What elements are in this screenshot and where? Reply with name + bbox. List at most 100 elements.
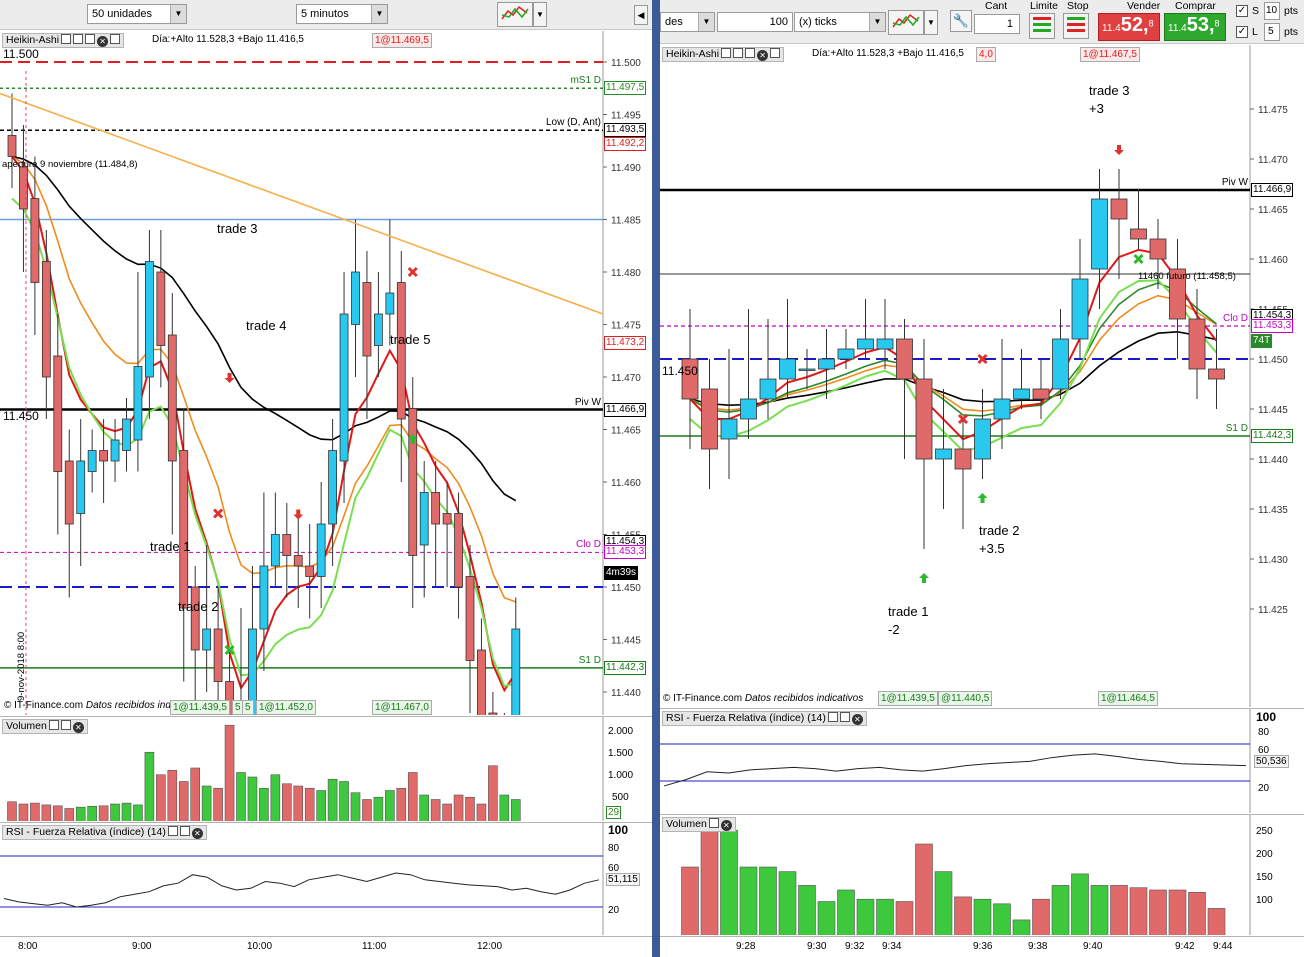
left-candlestick-chart[interactable]: 11.500 11.495 11.490 11.485 11.480 11.475 11.4…: [0, 31, 652, 715]
exit-x-icon: [224, 644, 235, 656]
collapse-left-button[interactable]: ◀: [634, 5, 648, 25]
trade-1-text: trade 1: [888, 604, 929, 619]
quantity-select[interactable]: 50 unidades ▼: [87, 4, 187, 24]
exit-x-icon: [213, 508, 224, 519]
close-icon[interactable]: ✕: [720, 820, 732, 831]
order-badge-2[interactable]: @11.440,5: [938, 691, 993, 706]
left-price-panel[interactable]: 11.500 11.495 11.490 11.485 11.480 11.475 11.4…: [0, 31, 652, 715]
right-candlestick-chart[interactable]: 11.47511.47011.46511.46011.45511.45011.4…: [660, 45, 1304, 707]
trade-3-label: trade 3 +3: [1089, 82, 1129, 118]
indicators-button[interactable]: [888, 10, 924, 35]
s-input[interactable]: 10: [1264, 2, 1280, 20]
window-icon[interactable]: [708, 818, 719, 828]
stop-label: Stop: [1067, 0, 1089, 12]
panel-separator[interactable]: [652, 0, 660, 957]
volume-bar: [327, 778, 338, 821]
volume-bar: [156, 774, 166, 821]
trade-icon[interactable]: [745, 48, 756, 58]
order-badge-top[interactable]: 1@11.469,5: [372, 33, 432, 48]
order-badge-3[interactable]: 1@11.464,5: [1098, 691, 1158, 706]
l-checkbox[interactable]: ✓: [1236, 26, 1248, 38]
limit-order-button[interactable]: [1029, 13, 1055, 39]
window-icon[interactable]: [839, 712, 850, 722]
volume-bar: [201, 785, 212, 821]
sell-button[interactable]: 11.452,8: [1098, 13, 1160, 41]
chevron-down-icon[interactable]: ▼: [371, 5, 387, 23]
settings-button[interactable]: 🔧: [950, 10, 972, 32]
right-rsi-chart[interactable]: [660, 709, 1304, 813]
left-volume-panel[interactable]: Volumen ✕ 2.000 1.500 1.000 500 29: [0, 716, 652, 821]
order-badge-5[interactable]: 1@11.467,0: [372, 700, 432, 715]
close-icon[interactable]: ✕: [757, 50, 769, 61]
day-info: Día:+Alto 11.528,3 +Bajo 11.416,5: [152, 34, 304, 45]
cant-input[interactable]: 1: [974, 14, 1020, 34]
qty-select[interactable]: des ▼: [660, 12, 715, 32]
close-icon[interactable]: ✕: [72, 722, 84, 733]
indicators-dropdown[interactable]: ▼: [533, 2, 547, 27]
timeframe-select[interactable]: 5 minutos ▼: [296, 4, 388, 24]
wrench-icon[interactable]: [167, 826, 178, 836]
sell-price-prefix: 11.4: [1102, 23, 1121, 34]
right-volume-chart[interactable]: [660, 815, 1304, 935]
volume-bar: [934, 871, 953, 935]
order-badge-1[interactable]: 1@11.439,5: [878, 691, 938, 706]
left-volume-chart[interactable]: [0, 717, 652, 821]
trade-icon[interactable]: [85, 34, 96, 44]
left-rsi-panel[interactable]: RSI - Fuerza Relativa (índice) (14) ✕ 100…: [0, 822, 652, 935]
indicators-dropdown[interactable]: ▼: [924, 10, 938, 35]
plus-icon[interactable]: [770, 48, 781, 58]
order-badge-top[interactable]: 1@11.467,5: [1080, 47, 1140, 62]
volume-tick-1000: 1.000: [608, 770, 634, 781]
date-vertical-label: 9-nov-2018 8:00: [16, 631, 27, 701]
ticks-unit-select[interactable]: (x) ticks ▼: [794, 12, 886, 32]
close-icon[interactable]: ✕: [851, 714, 863, 725]
chevron-down-icon[interactable]: ▼: [869, 13, 885, 31]
price-marker-box: 11.442,3: [1251, 429, 1294, 443]
wrench-icon[interactable]: [61, 34, 72, 44]
stop-order-button[interactable]: [1063, 13, 1089, 39]
candle-body: [156, 271, 166, 346]
indicators-button[interactable]: [497, 2, 533, 27]
window-icon[interactable]: [733, 48, 744, 58]
buy-price-prefix: 11.4: [1168, 23, 1187, 34]
volume-bar: [52, 805, 63, 821]
right-price-panel[interactable]: 11.47511.47011.46511.46011.45511.45011.4…: [660, 45, 1304, 707]
window-icon[interactable]: [179, 826, 190, 836]
wrench-icon[interactable]: [721, 48, 732, 58]
sell-arrow-icon: [1114, 145, 1124, 155]
volume-bar: [1168, 889, 1187, 935]
window-icon[interactable]: [73, 34, 84, 44]
chevron-down-icon[interactable]: ▼: [698, 13, 714, 31]
candle-body: [213, 628, 223, 682]
price-marker-box: 11.466,9: [604, 402, 647, 417]
chevron-down-icon[interactable]: ▼: [170, 5, 186, 23]
wrench-icon[interactable]: [827, 712, 838, 722]
buy-button[interactable]: 11.453,8: [1164, 13, 1226, 41]
right-volume-panel[interactable]: Volumen ✕ 250 200 150 100: [660, 814, 1304, 935]
volume-bar: [1188, 892, 1206, 935]
left-rsi-chart[interactable]: [0, 823, 652, 935]
window-icon[interactable]: [60, 720, 71, 730]
trade-2-text: trade 2: [979, 523, 1020, 538]
price-tick-label: 11.475: [611, 321, 641, 332]
ticks-value-input[interactable]: 100: [717, 12, 793, 32]
candle-body: [87, 450, 97, 472]
s-checkbox[interactable]: ✓: [1236, 5, 1248, 17]
volume-bar: [41, 804, 52, 821]
price-marker-box: 11.493,5: [604, 123, 647, 138]
price-tick-label: 11.430: [1258, 555, 1288, 566]
order-badge-3[interactable]: 5: [242, 700, 254, 715]
candle-body: [954, 448, 972, 470]
ticks-value: 100: [769, 16, 788, 28]
order-badge-4[interactable]: 1@11.452,0: [256, 700, 316, 715]
candle-body: [419, 492, 429, 546]
wrench-icon[interactable]: [48, 720, 59, 730]
right-rsi-panel[interactable]: RSI - Fuerza Relativa (índice) (14) ✕ 100…: [660, 708, 1304, 813]
close-icon[interactable]: ✕: [97, 36, 109, 47]
order-badge-1[interactable]: 1@11.439,5: [170, 700, 230, 715]
l-input[interactable]: 5: [1264, 23, 1280, 41]
close-icon[interactable]: ✕: [191, 828, 203, 839]
right-toolbar: des ▼ 100 (x) ticks ▼ ▼ 🔧 Cant 1 Limite St…: [660, 0, 1304, 44]
volume-title-text: Volumen: [666, 818, 707, 830]
plus-icon[interactable]: [110, 34, 121, 44]
